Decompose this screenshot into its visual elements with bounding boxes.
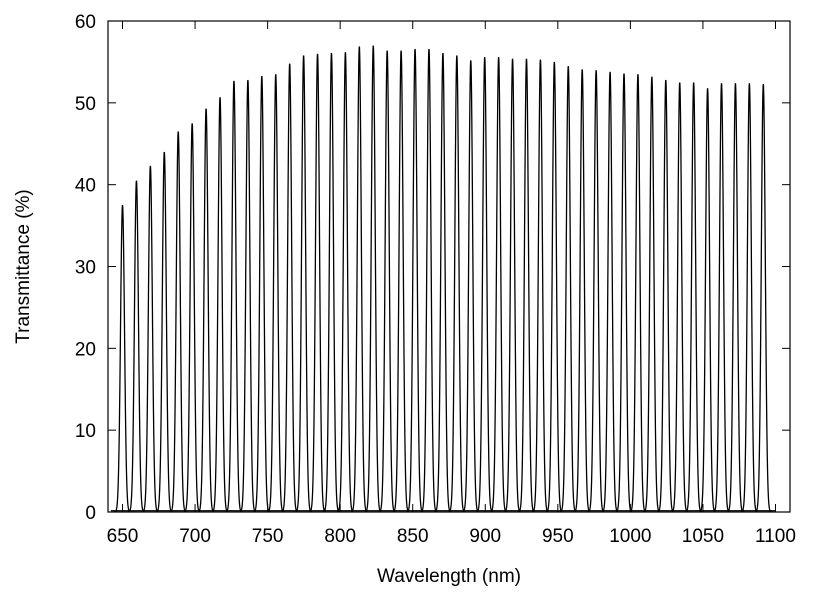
transmission-peak [755,84,772,513]
transmission-peak [699,88,716,513]
transmission-peak [184,123,201,513]
x-tick-label: 650 [107,526,139,547]
y-tick-label: 30 [75,258,96,279]
x-tick-label: 850 [397,526,429,547]
x-tick-label: 900 [469,526,501,547]
transmission-peak [518,58,535,513]
transmission-peak [198,108,215,513]
transmission-peak [406,48,424,513]
y-tick-label: 60 [75,12,96,33]
transmission-peak [337,52,354,513]
transmission-peak [574,69,591,513]
transmission-peak [741,83,758,513]
transmission-peak [323,52,340,513]
transmission-peak [420,48,438,513]
y-tick-label: 10 [75,421,96,442]
transmission-peak [532,59,549,513]
transmission-peak [643,76,660,513]
y-tick-label: 0 [85,503,96,524]
transmission-peak [671,82,688,513]
y-axis-label: Transmittance (%) [13,189,34,344]
transmission-peak [727,83,744,513]
filter-curves [110,45,776,513]
transmission-peak [156,151,173,513]
y-axis: 0 10 20 30 40 50 60 [75,12,790,524]
transmission-peak [365,45,382,513]
transmission-peak [392,50,410,513]
transmission-peak [267,74,284,513]
y-tick-label: 20 [75,339,96,360]
x-axis: 650 700 750 800 850 900 950 1000 1050 1100 [107,21,796,547]
y-tick-label: 40 [75,176,96,197]
transmission-peak [448,55,465,513]
transmission-peak [253,75,270,513]
transmission-peak [713,83,730,513]
y-tick-label: 50 [75,94,96,115]
transmission-peak [657,79,674,513]
x-tick-label: 1100 [755,526,796,547]
transmission-peak [351,46,368,513]
transmission-peak [142,165,159,513]
transmission-peak [281,63,298,513]
transmission-peak [560,66,577,513]
transmission-peak [546,61,563,513]
transmission-peak [588,70,605,513]
transmission-peak [309,53,326,513]
transmission-peak [239,79,256,513]
x-axis-label: Wavelength (nm) [377,566,521,587]
transmission-peak [211,97,229,513]
transmission-peak [434,52,451,513]
x-tick-label: 700 [179,526,211,547]
transmission-peak [128,180,145,513]
transmission-peak [462,60,479,513]
transmission-peak [170,131,187,513]
transmission-peak [601,71,619,513]
transmission-peak [379,50,396,513]
x-tick-label: 1000 [609,526,651,547]
transmission-peak [476,57,493,513]
transmission-peak [114,205,131,513]
transmission-peak [295,55,312,513]
x-tick-label: 800 [324,526,356,547]
x-tick-label: 1050 [682,526,724,547]
transmission-peak [685,82,702,513]
transmission-peak [490,57,507,513]
transmission-peak [615,73,633,513]
transmission-peak [629,74,646,513]
x-tick-label: 950 [542,526,574,547]
x-tick-label: 750 [252,526,284,547]
transmission-peak [225,80,242,513]
transmission-peak [504,58,521,513]
